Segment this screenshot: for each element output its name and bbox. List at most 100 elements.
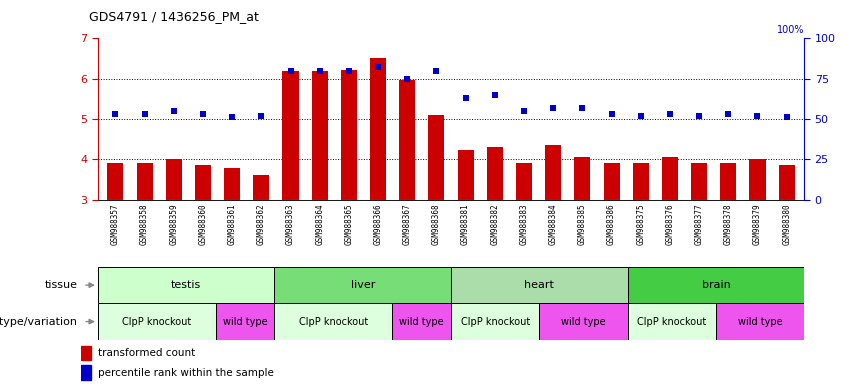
Text: GSM988384: GSM988384 <box>549 203 557 245</box>
Point <box>546 105 560 111</box>
Point <box>196 111 209 117</box>
Text: 100%: 100% <box>777 25 804 35</box>
Text: GSM988367: GSM988367 <box>403 203 412 245</box>
Text: GSM988368: GSM988368 <box>432 203 441 245</box>
Bar <box>574 157 591 200</box>
Bar <box>98 267 274 303</box>
Point <box>488 92 501 98</box>
Point <box>751 113 764 119</box>
Bar <box>136 162 152 200</box>
Point <box>401 76 414 82</box>
Text: percentile rank within the sample: percentile rank within the sample <box>98 367 274 377</box>
Text: ClpP knockout: ClpP knockout <box>460 316 530 327</box>
Point <box>634 113 648 119</box>
Point <box>663 111 677 117</box>
Point <box>780 114 793 121</box>
Text: GSM988383: GSM988383 <box>519 203 528 245</box>
Text: liver: liver <box>351 280 375 290</box>
Text: testis: testis <box>171 280 202 290</box>
Point <box>575 105 589 111</box>
Bar <box>428 115 444 200</box>
Bar <box>451 267 627 303</box>
Bar <box>254 175 269 200</box>
Bar <box>720 162 736 200</box>
Point <box>722 111 735 117</box>
Bar <box>750 159 766 200</box>
Text: GSM988385: GSM988385 <box>578 203 587 245</box>
Text: GSM988382: GSM988382 <box>490 203 500 245</box>
Bar <box>458 151 474 200</box>
Bar <box>224 168 240 200</box>
Text: GSM988376: GSM988376 <box>665 203 675 245</box>
Bar <box>540 303 627 340</box>
Bar <box>341 70 357 200</box>
Text: wild type: wild type <box>223 316 267 327</box>
Bar <box>166 159 182 200</box>
Bar <box>603 164 620 200</box>
Bar <box>779 166 795 200</box>
Text: transformed count: transformed count <box>98 348 196 358</box>
Text: GSM988359: GSM988359 <box>169 203 178 245</box>
Point <box>371 65 385 71</box>
Text: GSM988360: GSM988360 <box>198 203 208 245</box>
Text: ClpP knockout: ClpP knockout <box>299 316 368 327</box>
Text: GSM988364: GSM988364 <box>315 203 324 245</box>
Bar <box>81 346 91 360</box>
Bar <box>633 162 648 200</box>
Text: wild type: wild type <box>561 316 606 327</box>
Text: GSM988377: GSM988377 <box>694 203 704 245</box>
Text: GSM988361: GSM988361 <box>227 203 237 245</box>
Text: heart: heart <box>524 280 554 290</box>
Point <box>693 113 706 119</box>
Bar <box>107 164 123 200</box>
Bar <box>370 58 386 200</box>
Point <box>459 95 472 101</box>
Bar <box>215 303 274 340</box>
Text: ClpP knockout: ClpP knockout <box>122 316 191 327</box>
Point <box>226 114 239 121</box>
Bar <box>81 366 91 379</box>
Point <box>283 68 297 74</box>
Bar <box>487 147 503 200</box>
Point <box>517 108 531 114</box>
Text: GSM988362: GSM988362 <box>257 203 266 245</box>
Text: GSM988365: GSM988365 <box>345 203 353 245</box>
Bar <box>311 71 328 200</box>
Text: ClpP knockout: ClpP knockout <box>637 316 706 327</box>
Point <box>605 111 619 117</box>
Text: wild type: wild type <box>399 316 444 327</box>
Bar <box>195 166 211 200</box>
Text: GSM988378: GSM988378 <box>724 203 733 245</box>
Bar <box>716 303 804 340</box>
Text: brain: brain <box>701 280 730 290</box>
Point <box>167 108 180 114</box>
Bar <box>545 145 561 200</box>
Point <box>254 113 268 119</box>
Bar <box>516 162 532 200</box>
Point <box>109 111 123 117</box>
Text: genotype/variation: genotype/variation <box>0 316 77 327</box>
Bar <box>662 157 678 200</box>
Text: GSM988357: GSM988357 <box>111 203 120 245</box>
Bar <box>274 303 392 340</box>
Text: GSM988363: GSM988363 <box>286 203 295 245</box>
Bar <box>399 79 415 200</box>
Text: GSM988386: GSM988386 <box>607 203 616 245</box>
Bar <box>392 303 451 340</box>
Bar <box>627 267 804 303</box>
Text: GSM988366: GSM988366 <box>374 203 383 245</box>
Text: GSM988375: GSM988375 <box>637 203 645 245</box>
Point <box>342 68 356 74</box>
Text: GSM988381: GSM988381 <box>461 203 470 245</box>
Point <box>138 111 151 117</box>
Point <box>313 68 327 74</box>
Text: GDS4791 / 1436256_PM_at: GDS4791 / 1436256_PM_at <box>89 10 260 23</box>
Text: GSM988379: GSM988379 <box>753 203 762 245</box>
Bar <box>691 164 707 200</box>
Text: GSM988358: GSM988358 <box>140 203 149 245</box>
Bar <box>451 303 540 340</box>
Text: tissue: tissue <box>44 280 77 290</box>
Text: wild type: wild type <box>738 316 782 327</box>
Bar <box>274 267 451 303</box>
Bar <box>98 303 215 340</box>
